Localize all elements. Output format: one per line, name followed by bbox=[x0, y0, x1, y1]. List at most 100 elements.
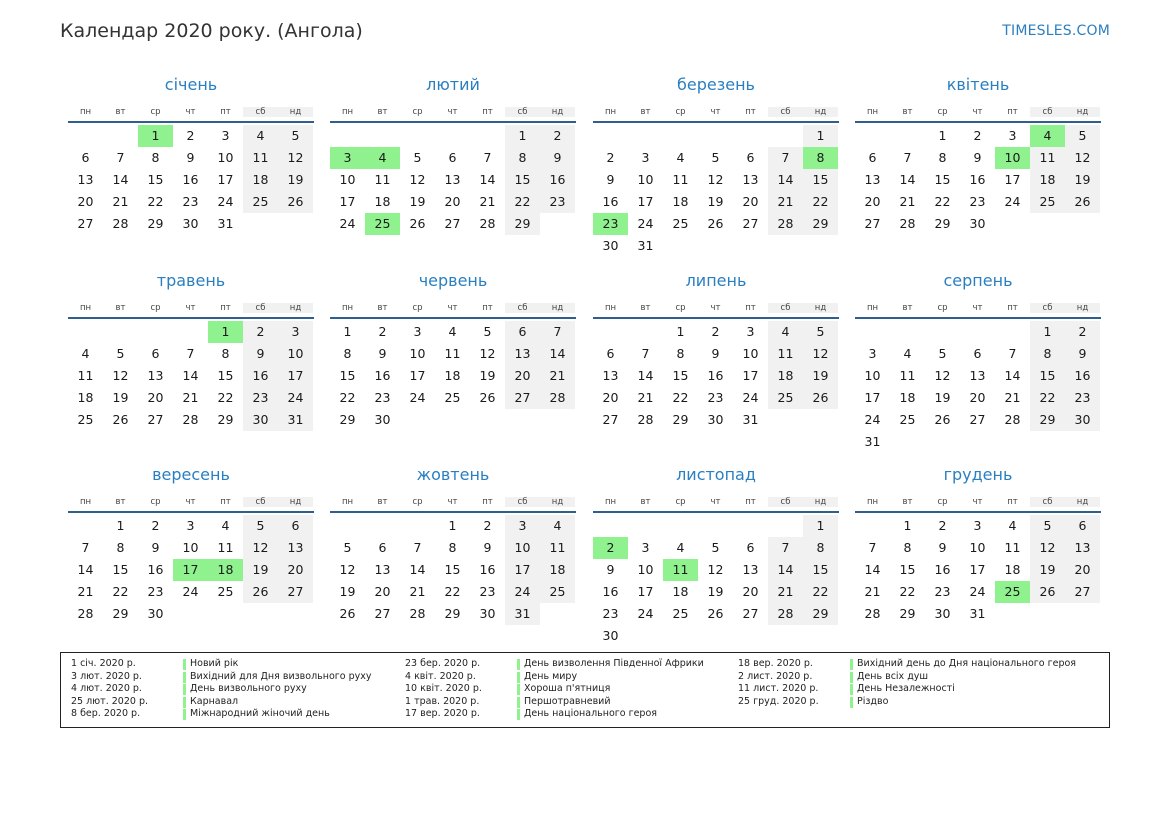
day-cell: 19 bbox=[339, 584, 356, 599]
day-cell: 3 bbox=[505, 515, 540, 537]
day-cell: 29 bbox=[147, 216, 164, 231]
holiday-day: 4 bbox=[1030, 125, 1065, 147]
day-cell: 2 bbox=[378, 324, 387, 339]
day-cell: 22 bbox=[444, 584, 461, 599]
day-cell: 18 bbox=[672, 584, 689, 599]
holiday-marker bbox=[850, 671, 853, 683]
weekday-label: сб bbox=[1030, 107, 1065, 117]
day-cell: 5 bbox=[343, 540, 352, 555]
day-cell: 20 bbox=[742, 584, 759, 599]
day-cell: 6 bbox=[81, 150, 90, 165]
day-cell: 9 bbox=[378, 346, 387, 361]
day-cell: 21 bbox=[899, 194, 916, 209]
weekday-label: вт bbox=[902, 497, 913, 507]
day-cell: 21 bbox=[540, 365, 575, 387]
day-cell: 22 bbox=[112, 584, 129, 599]
month-rule bbox=[330, 511, 576, 513]
day-cell: 26 bbox=[803, 387, 838, 409]
day-cell: 10 bbox=[339, 172, 356, 187]
weekday-header: пн вт ср чт пт сб нд bbox=[330, 497, 576, 511]
day-cell: 20 bbox=[742, 194, 759, 209]
weekday-label: пн bbox=[341, 497, 354, 507]
day-cell: 13 bbox=[742, 562, 759, 577]
day-cell: 15 bbox=[112, 562, 129, 577]
weekday-label: вт bbox=[377, 107, 388, 117]
weekday-label: пт bbox=[482, 107, 493, 117]
holiday-date: 2 лист. 2020 р. bbox=[738, 670, 813, 682]
day-cell: 13 bbox=[374, 562, 391, 577]
day-cell: 3 bbox=[1008, 128, 1017, 143]
day-cell: 17 bbox=[278, 365, 313, 387]
day-cell: 16 bbox=[602, 584, 619, 599]
day-cell: 2 bbox=[483, 518, 492, 533]
holiday-name: Хороша п'ятниця bbox=[524, 683, 611, 695]
day-cell: 27 bbox=[1065, 581, 1100, 603]
holiday-day: 1 bbox=[208, 321, 243, 343]
day-cell: 11 bbox=[243, 147, 278, 169]
weekday-label: чт bbox=[185, 303, 196, 313]
day-cell: 23 bbox=[182, 194, 199, 209]
day-cell: 20 bbox=[278, 559, 313, 581]
day-cell: 25 bbox=[672, 606, 689, 621]
holiday-name: Різдво bbox=[857, 695, 889, 707]
day-cell: 16 bbox=[479, 562, 496, 577]
day-cell: 29 bbox=[339, 412, 356, 427]
brand-link[interactable]: TIMESLES.COM bbox=[1002, 23, 1110, 39]
day-cell: 2 bbox=[938, 518, 947, 533]
day-cell: 22 bbox=[803, 581, 838, 603]
holiday-name: День миру bbox=[524, 670, 578, 682]
day-cell: 2 bbox=[243, 321, 278, 343]
day-cell: 6 bbox=[973, 346, 982, 361]
weekday-label: пт bbox=[220, 497, 231, 507]
day-cell: 5 bbox=[278, 125, 313, 147]
day-cell: 25 bbox=[672, 216, 689, 231]
day-cell: 6 bbox=[868, 150, 877, 165]
day-cell: 26 bbox=[409, 216, 426, 231]
weekday-label: сб bbox=[768, 107, 803, 117]
holiday-marker bbox=[517, 659, 520, 670]
day-cell: 15 bbox=[217, 368, 234, 383]
holiday-name: День всіх душ bbox=[857, 670, 929, 682]
day-cell: 4 bbox=[81, 346, 90, 361]
day-cell: 6 bbox=[746, 150, 755, 165]
weekday-label: ср bbox=[675, 303, 686, 313]
day-cell: 27 bbox=[602, 412, 619, 427]
day-cell: 15 bbox=[803, 559, 838, 581]
day-cell: 23 bbox=[969, 194, 986, 209]
day-cell: 26 bbox=[707, 216, 724, 231]
month-name: червень bbox=[418, 271, 488, 290]
day-cell: 22 bbox=[672, 390, 689, 405]
holiday-day: 1 bbox=[138, 125, 173, 147]
day-cell: 10 bbox=[637, 562, 654, 577]
day-cell: 15 bbox=[899, 562, 916, 577]
weekday-label: пт bbox=[1007, 497, 1018, 507]
holiday-date: 1 трав. 2020 р. bbox=[405, 695, 480, 707]
holiday-name: Вихідний для Дня визвольного руху bbox=[190, 670, 372, 682]
day-cell: 20 bbox=[505, 365, 540, 387]
day-cell: 29 bbox=[505, 213, 540, 235]
day-cell: 24 bbox=[637, 216, 654, 231]
day-cell: 16 bbox=[540, 169, 575, 191]
day-cell: 11 bbox=[374, 172, 391, 187]
weekday-label: вт bbox=[640, 497, 651, 507]
day-cell: 5 bbox=[243, 515, 278, 537]
day-cell: 7 bbox=[1008, 346, 1017, 361]
holiday-day: 4 bbox=[365, 147, 400, 169]
day-cell: 28 bbox=[768, 603, 803, 625]
holiday-day: 17 bbox=[173, 559, 208, 581]
weekday-header: пн вт ср чт пт сб нд bbox=[855, 303, 1101, 317]
weekday-label: нд bbox=[803, 303, 838, 313]
day-cell: 12 bbox=[803, 343, 838, 365]
weekday-label: чт bbox=[710, 303, 721, 313]
day-cell: 12 bbox=[707, 562, 724, 577]
holiday-name: День національного героя bbox=[524, 708, 657, 720]
weekday-label: пн bbox=[866, 497, 879, 507]
day-cell: 4 bbox=[768, 321, 803, 343]
day-cell: 15 bbox=[505, 169, 540, 191]
day-cell: 13 bbox=[77, 172, 94, 187]
day-cell: 14 bbox=[637, 368, 654, 383]
day-cell: 29 bbox=[112, 606, 129, 621]
day-cell: 4 bbox=[540, 515, 575, 537]
day-cell: 4 bbox=[221, 518, 230, 533]
day-cell: 26 bbox=[243, 581, 278, 603]
